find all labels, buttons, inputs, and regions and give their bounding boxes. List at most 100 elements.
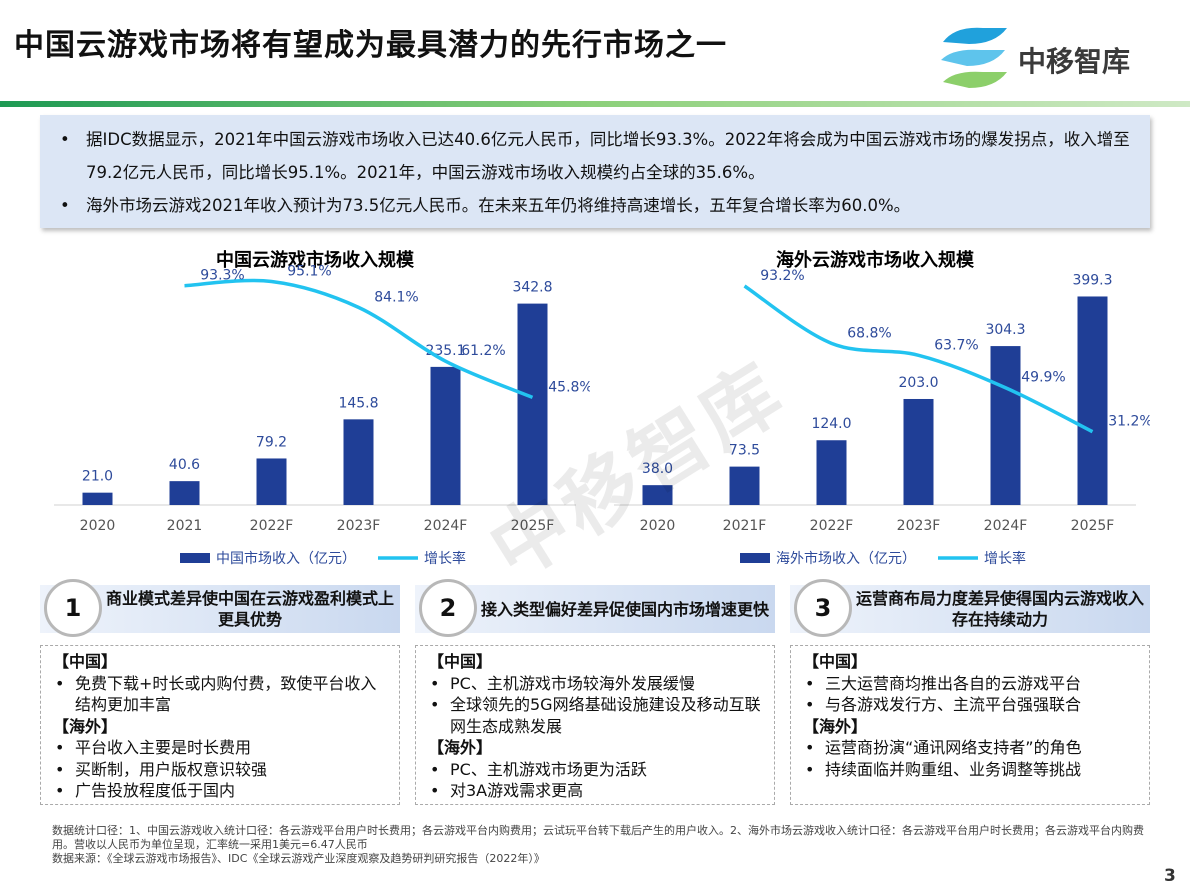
line-label: 95.1% (287, 264, 331, 280)
card-body: 【中国】三大运营商均推出各自的云游戏平台与各游戏发行方、主流平台强强联合【海外】… (790, 645, 1150, 805)
bar-label: 40.6 (169, 457, 200, 473)
x-tick-label: 2024F (984, 518, 1028, 534)
footnotes: 数据统计口径：1、中国云游戏收入统计口径：各云游戏平台用户时长费用；各云游戏平台… (52, 824, 1152, 866)
x-tick-label: 2023F (337, 518, 381, 534)
bar (517, 303, 548, 505)
bar-label: 304.3 (985, 322, 1025, 338)
bar-label: 399.3 (1072, 272, 1112, 288)
bar-label: 79.2 (256, 434, 287, 450)
chart: 中国云游戏市场收入规模 2020 2021 2022F 2023F 2024F 2025F 2… (54, 249, 590, 567)
legend-label: 增长率 (424, 550, 466, 567)
line-label: 68.8% (847, 325, 891, 341)
legend-swatch (740, 553, 770, 563)
bar (343, 419, 374, 505)
bar-label: 203.0 (898, 375, 938, 391)
chart: 海外云游戏市场收入规模 2020 2021F 2022F 2023F 2024F 2025F… (614, 249, 1150, 567)
section-heading: 【海外】 (53, 716, 118, 736)
footnote: 数据来源：《全球云游戏市场报告》、IDC《全球云游戏产业深度观察及趋势研判研究报… (52, 852, 545, 865)
x-tick-label: 2024F (424, 518, 468, 534)
summary-box: 据IDC数据显示，2021年中国云游戏市场收入已达40.6亿元人民币，同比增长9… (40, 115, 1150, 228)
line-label: 84.1% (374, 289, 418, 305)
card-number: 2 (419, 579, 477, 637)
bar (256, 458, 287, 505)
bar-label: 235.1 (425, 343, 465, 359)
legend-label: 海外市场收入（亿元） (776, 550, 916, 567)
section-heading: 【海外】 (803, 716, 868, 736)
bar (430, 366, 461, 505)
section-heading: 【海外】 (428, 738, 493, 757)
x-tick-label: 2022F (810, 518, 854, 534)
section-item: 买断制，用户版权意识较强 (53, 759, 389, 781)
legend-label: 中国市场收入（亿元） (216, 550, 356, 567)
legend-label: 增长率 (984, 550, 1026, 567)
section-item: 全球领先的5G网络基础设施建设及移动互联网生态成熟发展 (428, 694, 764, 737)
bar-label: 21.0 (82, 469, 113, 485)
x-tick-label: 2022F (250, 518, 294, 534)
bar (169, 481, 200, 505)
summary-bullet: 据IDC数据显示，2021年中国云游戏市场收入已达40.6亿元人民币，同比增长9… (60, 123, 1130, 189)
card-number: 3 (794, 579, 852, 637)
bar-label: 145.8 (338, 395, 378, 411)
section-heading: 【中国】 (428, 652, 493, 671)
x-tick-label: 2025F (511, 518, 555, 534)
bar (903, 398, 934, 505)
bar (729, 466, 760, 505)
card-number: 1 (44, 579, 102, 637)
bar (990, 346, 1021, 505)
slide-title: 中国云游戏市场将有望成为最具潜力的先行市场之一 (14, 28, 727, 63)
line-label: 45.8% (548, 379, 590, 395)
section-item: 与各游戏发行方、主流平台强强联合 (803, 694, 1139, 716)
section-item: 免费下载+时长或内购付费，致使平台收入结构更加丰富 (53, 673, 389, 716)
section-item: 三大运营商均推出各自的云游戏平台 (803, 673, 1139, 695)
line-label: 93.2% (760, 268, 804, 284)
bar-label: 124.0 (811, 416, 851, 432)
legend-swatch (180, 553, 210, 563)
card-title: 运营商布局力度差异使得国内云游戏收入存在持续动力 (856, 589, 1145, 629)
x-tick-label: 2023F (897, 518, 941, 534)
card-title: 接入类型偏好差异促使国内市场增速更快 (481, 599, 770, 619)
line-label: 63.7% (934, 337, 978, 353)
section-item: PC、主机游戏市场更为活跃 (428, 759, 764, 781)
x-tick-label: 2021 (167, 518, 203, 534)
x-tick-label: 2020 (640, 518, 676, 534)
page-number: 3 (1164, 866, 1176, 886)
section-item: PC、主机游戏市场较海外发展缓慢 (428, 673, 764, 695)
card-header: 1 商业模式差异使中国在云游戏盈利模式上更具优势 (40, 579, 400, 637)
chart-title: 海外云游戏市场收入规模 (776, 249, 975, 271)
section-heading: 【中国】 (803, 652, 868, 671)
x-tick-label: 2020 (80, 518, 116, 534)
bar (82, 492, 113, 505)
section-item: 平台收入主要是时长费用 (53, 737, 389, 759)
card-title: 商业模式差异使中国在云游戏盈利模式上更具优势 (106, 589, 395, 629)
line-label: 93.3% (200, 268, 244, 284)
section-heading: 【中国】 (53, 652, 118, 671)
logo-icon (941, 27, 1007, 88)
section-item: 持续面临并购重组、业务调整等挑战 (803, 759, 1139, 781)
line-label: 31.2% (1108, 414, 1150, 430)
section-item: 广告投放程度低于国内 (53, 780, 389, 802)
x-tick-label: 2025F (1071, 518, 1115, 534)
bar (1077, 296, 1108, 505)
section-item: 运营商扮演“通讯网络支持者”的角色 (803, 737, 1139, 759)
header-rule (0, 101, 1190, 107)
line (743, 284, 1094, 434)
bar-label: 342.8 (512, 280, 552, 296)
card-header: 2 接入类型偏好差异促使国内市场增速更快 (415, 579, 775, 637)
bar (642, 485, 673, 505)
chart-title: 中国云游戏市场收入规模 (216, 249, 415, 271)
bar (816, 440, 847, 505)
line (184, 278, 534, 399)
line-label: 61.2% (461, 343, 505, 359)
card-body: 【中国】免费下载+时长或内购付费，致使平台收入结构更加丰富【海外】平台收入主要是… (40, 645, 400, 805)
bar-label: 73.5 (729, 443, 760, 459)
summary-bullet: 海外市场云游戏2021年收入预计为73.5亿元人民币。在未来五年仍将维持高速增长… (60, 189, 1130, 222)
line-label: 49.9% (1021, 370, 1065, 386)
x-tick-label: 2021F (723, 518, 767, 534)
bar-label: 38.0 (642, 461, 673, 477)
card-header: 3 运营商布局力度差异使得国内云游戏收入存在持续动力 (790, 579, 1150, 637)
card-body: 【中国】 PC、主机游戏市场较海外发展缓慢全球领先的5G网络基础设施建设及移动互联… (415, 645, 775, 805)
logo-text: 中移智库 (1018, 45, 1131, 78)
footnote: 数据统计口径：1、中国云游戏收入统计口径：各云游戏平台用户时长费用；各云游戏平台… (52, 824, 1144, 851)
section-item: 对3A游戏需求更高 (428, 780, 764, 802)
